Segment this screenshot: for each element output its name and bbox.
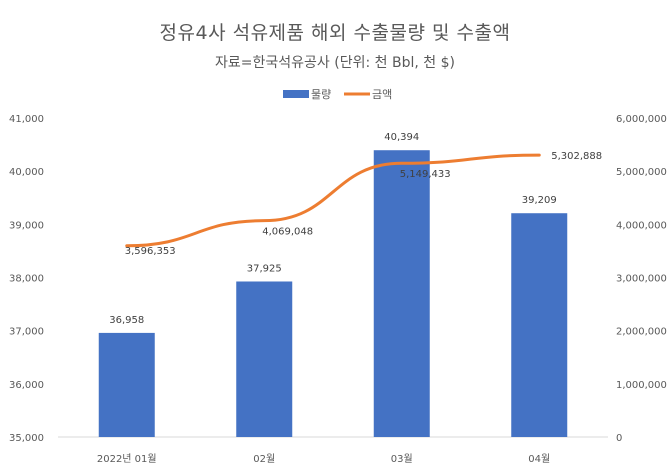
line-amount: [125, 153, 541, 248]
bar-volume: [511, 213, 568, 437]
y-left-tick-label: 35,000: [9, 433, 44, 444]
y-right-tick-label: 5,000,000: [616, 167, 667, 178]
y-right-tick-label: 4,000,000: [616, 220, 667, 231]
y-right-tick-label: 2,000,000: [616, 327, 667, 338]
bar-value-label: 36,958: [109, 315, 144, 326]
chart-title: 정유4사 석유제품 해외 수출물량 및 수출액: [159, 22, 511, 44]
y-left-tick-label: 40,000: [9, 167, 44, 178]
y-left-tick-label: 36,000: [9, 380, 44, 391]
y-left-tick-label: 39,000: [9, 220, 44, 231]
line-value-label: 5,149,433: [400, 169, 451, 180]
bar-value-label: 39,209: [522, 195, 557, 206]
bar-value-label: 40,394: [384, 132, 419, 143]
x-tick-label: 02월: [253, 453, 275, 465]
legend-label-volume: 물량: [311, 88, 331, 101]
bar-volume: [373, 150, 430, 437]
x-tick-label: 03월: [391, 453, 413, 465]
line-value-label: 3,596,353: [125, 246, 176, 257]
y-right-tick-label: 0: [616, 433, 622, 444]
bar-value-label: 37,925: [247, 263, 282, 274]
x-tick-label: 04월: [528, 453, 550, 465]
y-right-tick-label: 6,000,000: [616, 114, 667, 125]
x-tick-label: 2022년 01월: [97, 453, 157, 465]
legend-swatch-volume: [283, 90, 309, 98]
y-right-tick-label: 1,000,000: [616, 380, 667, 391]
bar-volume: [98, 332, 155, 437]
legend-label-amount: 금액: [372, 88, 392, 101]
y-right-tick-label: 3,000,000: [616, 274, 667, 285]
chart-subtitle: 자료=한국석유공사 (단위: 천 Bbl, 천 $): [215, 55, 455, 71]
line-value-label: 5,302,888: [551, 151, 602, 162]
line-value-label: 4,069,048: [262, 227, 313, 238]
y-left-tick-label: 41,000: [9, 114, 44, 125]
bar-volume: [236, 281, 293, 437]
y-left-tick-label: 37,000: [9, 327, 44, 338]
legend: 물량 금액: [283, 88, 392, 101]
y-left-tick-label: 38,000: [9, 274, 44, 285]
